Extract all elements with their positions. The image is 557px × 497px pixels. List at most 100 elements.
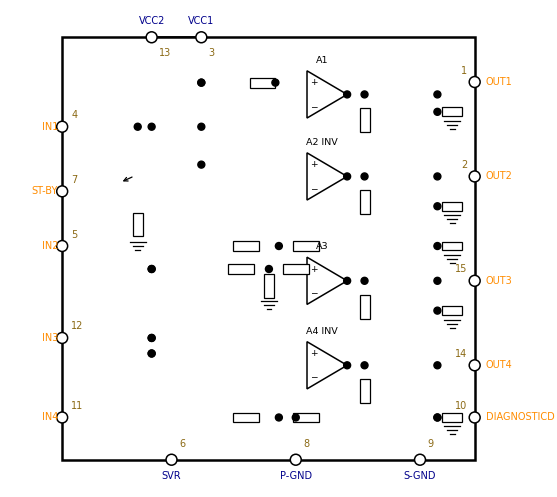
Bar	[233, 241, 259, 251]
Text: SVR: SVR	[162, 471, 182, 481]
Circle shape	[148, 350, 155, 357]
Circle shape	[148, 350, 155, 357]
Circle shape	[198, 79, 205, 86]
Text: 4: 4	[71, 110, 77, 120]
Circle shape	[57, 412, 67, 423]
Circle shape	[361, 173, 368, 180]
Text: +: +	[310, 349, 318, 358]
Circle shape	[57, 186, 67, 197]
Text: A4 INV: A4 INV	[306, 327, 338, 336]
Text: 12: 12	[71, 322, 84, 331]
Circle shape	[434, 414, 441, 421]
Bar	[360, 379, 369, 403]
Circle shape	[434, 91, 441, 98]
Bar	[442, 202, 462, 211]
Circle shape	[434, 203, 441, 210]
Text: 15: 15	[455, 264, 467, 274]
Text: 2: 2	[461, 160, 467, 170]
Text: IN1: IN1	[42, 122, 58, 132]
Circle shape	[434, 307, 441, 314]
Circle shape	[198, 79, 205, 86]
Circle shape	[148, 265, 155, 272]
Text: 11: 11	[71, 401, 84, 411]
Bar	[294, 241, 319, 251]
Polygon shape	[307, 342, 347, 389]
Text: 13: 13	[159, 48, 172, 58]
Circle shape	[434, 414, 441, 421]
Text: A2 INV: A2 INV	[306, 138, 338, 147]
Circle shape	[196, 32, 207, 43]
Circle shape	[198, 123, 205, 130]
Circle shape	[434, 108, 441, 115]
Bar	[442, 107, 462, 116]
Bar	[294, 413, 319, 422]
Circle shape	[469, 360, 480, 371]
Circle shape	[272, 79, 279, 86]
Text: A3: A3	[316, 242, 329, 251]
Text: DIAGNOSTICD: DIAGNOSTICD	[486, 413, 554, 422]
Circle shape	[434, 243, 441, 249]
Text: −: −	[310, 184, 318, 193]
Bar	[360, 190, 369, 214]
Polygon shape	[307, 257, 347, 304]
Text: −: −	[310, 102, 318, 111]
Polygon shape	[307, 153, 347, 200]
Circle shape	[166, 454, 177, 465]
Bar	[442, 306, 462, 315]
Circle shape	[275, 414, 282, 421]
Text: IN3: IN3	[42, 333, 58, 343]
Text: P-GND: P-GND	[280, 471, 312, 481]
Circle shape	[57, 241, 67, 251]
Text: 7: 7	[71, 175, 77, 185]
Circle shape	[134, 123, 141, 130]
Circle shape	[434, 362, 441, 369]
Text: 1: 1	[461, 66, 467, 76]
Text: A1: A1	[316, 56, 329, 65]
Circle shape	[361, 91, 368, 98]
Text: OUT3: OUT3	[486, 276, 512, 286]
Polygon shape	[307, 71, 347, 118]
Bar	[360, 108, 369, 132]
Text: 9: 9	[427, 439, 433, 449]
Circle shape	[361, 362, 368, 369]
Text: 10: 10	[455, 401, 467, 411]
Bar	[360, 295, 369, 319]
Text: 14: 14	[455, 349, 467, 359]
Bar	[442, 413, 462, 422]
Circle shape	[469, 171, 480, 182]
Circle shape	[344, 362, 350, 369]
Circle shape	[148, 334, 155, 341]
Text: OUT4: OUT4	[486, 360, 512, 370]
Circle shape	[57, 121, 67, 132]
Text: ST-BY: ST-BY	[32, 186, 58, 196]
Circle shape	[434, 277, 441, 284]
Text: −: −	[310, 288, 318, 297]
Bar	[284, 264, 309, 274]
Circle shape	[344, 277, 350, 284]
Circle shape	[266, 265, 272, 272]
Circle shape	[57, 332, 67, 343]
Circle shape	[469, 77, 480, 87]
Circle shape	[292, 414, 299, 421]
Text: +: +	[310, 78, 318, 87]
Bar	[250, 78, 275, 87]
Text: 6: 6	[179, 439, 185, 449]
Circle shape	[148, 334, 155, 341]
Circle shape	[198, 161, 205, 168]
Text: 5: 5	[71, 230, 77, 240]
Circle shape	[469, 275, 480, 286]
Text: +: +	[310, 264, 318, 273]
Text: VCC1: VCC1	[188, 16, 214, 26]
Circle shape	[290, 454, 301, 465]
Text: 8: 8	[303, 439, 309, 449]
Circle shape	[469, 412, 480, 423]
Circle shape	[146, 32, 157, 43]
Circle shape	[275, 243, 282, 249]
Circle shape	[361, 277, 368, 284]
Text: S-GND: S-GND	[404, 471, 436, 481]
Text: VCC2: VCC2	[139, 16, 165, 26]
Circle shape	[344, 91, 350, 98]
Bar	[228, 264, 254, 274]
Circle shape	[148, 265, 155, 272]
Bar	[133, 213, 143, 237]
